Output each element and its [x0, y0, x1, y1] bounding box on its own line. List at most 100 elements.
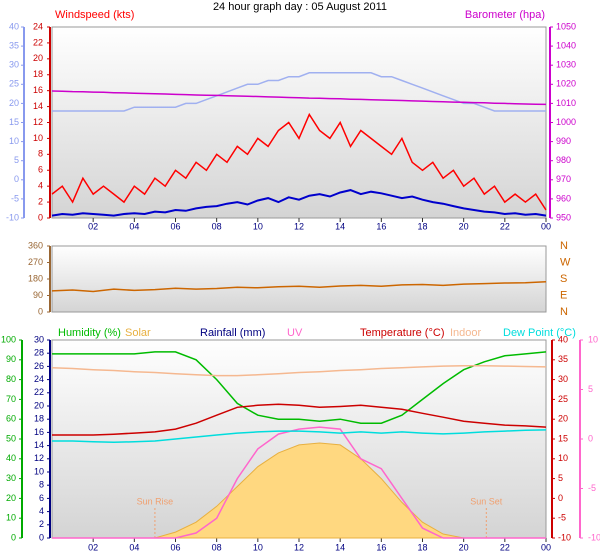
y-tick-label: -10 [6, 212, 19, 222]
y-tick-label: 20 [6, 493, 16, 503]
x-tick-label: 16 [376, 221, 386, 231]
x-tick-label: 12 [294, 542, 304, 552]
y-tick-label: 20 [34, 400, 44, 410]
y-tick-label: 10 [6, 513, 16, 523]
x-tick-label: 18 [417, 221, 427, 231]
x-tick-label: 14 [335, 221, 345, 231]
y-tick-label: 20 [33, 53, 43, 63]
y-tick-label: -5 [588, 483, 596, 493]
y-tick-label: 28 [34, 348, 44, 358]
legend-entry: Temperature (°C) [360, 327, 444, 339]
y-tick-label: 10 [9, 136, 19, 146]
y-tick-label: 16 [33, 85, 43, 95]
legend-entry: UV [287, 327, 303, 339]
y-tick-label: 30 [6, 473, 16, 483]
y-tick-label: 12 [33, 117, 43, 127]
y-tick-label: 70 [6, 394, 16, 404]
y-tick-label: 180 [28, 273, 43, 283]
x-tick-label: 00 [541, 542, 551, 552]
x-tick-label: 06 [170, 542, 180, 552]
legend-entry: Windspeed (kts) [55, 9, 134, 21]
plot-area [51, 245, 547, 313]
y-tick-label: -5 [11, 193, 19, 203]
compass-label: E [560, 289, 567, 301]
y-tick-label: 30 [34, 334, 44, 344]
y-tick-label: 0 [38, 212, 43, 222]
series-line [52, 403, 547, 436]
y-tick-label: 18 [33, 69, 43, 79]
y-tick-label: 15 [9, 117, 19, 127]
y-tick-label: 90 [33, 290, 43, 300]
y-tick-label: 25 [9, 79, 19, 89]
y-tick-label: 20 [9, 98, 19, 108]
y-tick-label: 2 [38, 196, 43, 206]
y-tick-label: -5 [558, 513, 566, 523]
x-tick-label: 04 [129, 542, 139, 552]
y-tick-label: -10 [558, 532, 571, 542]
y-tick-label: 1010 [556, 98, 576, 108]
x-tick-label: 10 [253, 542, 263, 552]
y-tick-label: 2 [39, 519, 44, 529]
x-tick-label: 20 [459, 221, 469, 231]
y-tick-label: 1020 [556, 79, 576, 89]
y-tick-label: 1030 [556, 60, 576, 70]
y-tick-label: 22 [33, 37, 43, 47]
y-tick-label: 24 [33, 21, 43, 31]
y-tick-label: 8 [39, 480, 44, 490]
y-tick-label: 0 [558, 493, 563, 503]
y-tick-label: 5 [588, 384, 593, 394]
y-tick-label: 0 [39, 532, 44, 542]
compass-label: S [560, 273, 567, 285]
x-tick-label: 18 [417, 542, 427, 552]
x-tick-label: 20 [459, 542, 469, 552]
series-line [52, 72, 546, 112]
y-tick-label: 40 [9, 21, 19, 31]
y-tick-label: 6 [39, 493, 44, 503]
series-line [51, 189, 547, 217]
legend-entry: Dew Point (°C) [503, 327, 576, 339]
compass-label: W [560, 256, 571, 268]
plot-area [51, 26, 547, 219]
y-tick-label: 1000 [556, 117, 576, 127]
y-tick-label: 24 [34, 374, 44, 384]
y-tick-label: 980 [556, 155, 571, 165]
y-tick-label: 1040 [556, 40, 576, 50]
y-tick-label: 50 [6, 433, 16, 443]
compass-label: N [560, 240, 568, 252]
y-tick-label: 6 [38, 165, 43, 175]
y-tick-label: 10 [34, 466, 44, 476]
x-tick-label: 22 [500, 221, 510, 231]
legend-entry: Humidity (%) [58, 327, 121, 339]
y-tick-label: 60 [6, 414, 16, 424]
annotation-label: Sun Rise [137, 496, 174, 506]
y-tick-label: 360 [28, 240, 43, 250]
y-tick-label: 15 [558, 433, 568, 443]
y-tick-label: 20 [558, 414, 568, 424]
y-tick-label: 14 [33, 101, 43, 111]
y-tick-label: 990 [556, 136, 571, 146]
x-tick-label: 08 [212, 542, 222, 552]
series-line [51, 90, 547, 106]
y-tick-label: -10 [588, 532, 600, 542]
y-tick-label: 0 [588, 433, 593, 443]
y-tick-label: 4 [38, 181, 43, 191]
y-tick-label: 12 [34, 453, 44, 463]
y-tick-label: 0 [14, 174, 19, 184]
chart-title: 24 hour graph day : 05 August 2011 [213, 1, 387, 13]
series-line [51, 281, 547, 293]
y-tick-label: 40 [558, 334, 568, 344]
y-tick-label: 100 [1, 334, 16, 344]
x-tick-label: 06 [170, 221, 180, 231]
y-tick-label: 30 [9, 60, 19, 70]
annotation-label: Sun Set [470, 496, 503, 506]
x-tick-label: 12 [294, 221, 304, 231]
legend-entry: Solar [125, 327, 151, 339]
y-tick-label: 0 [11, 532, 16, 542]
y-tick-label: 40 [6, 453, 16, 463]
y-tick-label: 10 [33, 133, 43, 143]
series-line [52, 429, 547, 443]
y-tick-label: 30 [558, 374, 568, 384]
y-tick-label: 35 [9, 40, 19, 50]
